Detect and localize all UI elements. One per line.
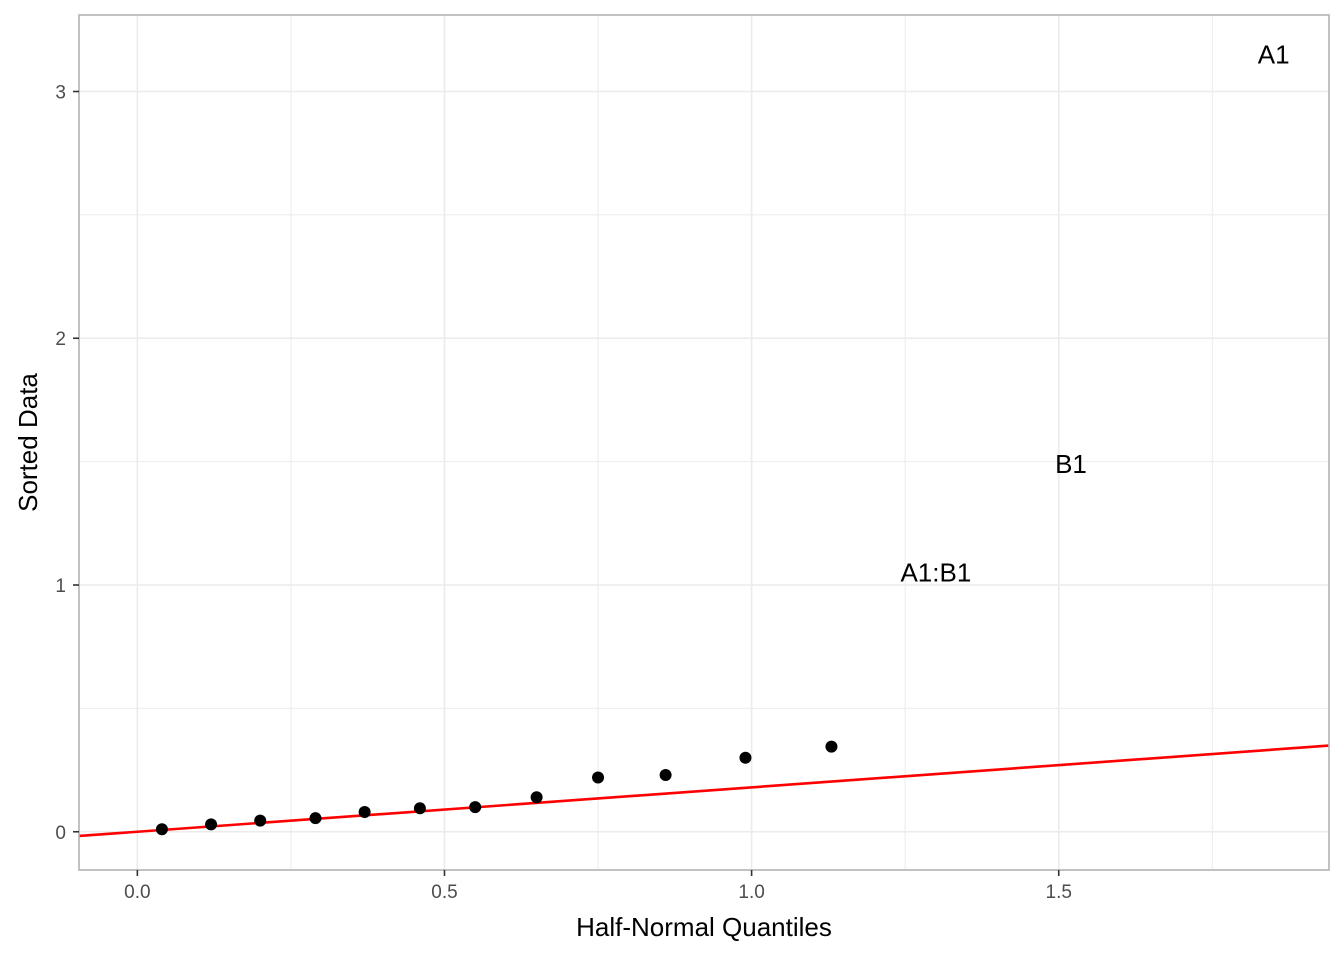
data-point	[155, 823, 168, 836]
reference-line-group	[78, 744, 1330, 838]
x-tick-label: 0.5	[431, 882, 457, 903]
data-point	[530, 791, 543, 804]
y-axis-title: Sorted Data	[13, 373, 43, 512]
point-label: A1:B1	[900, 558, 971, 588]
y-axis-tick-labels: 0 1 2 3	[55, 82, 66, 843]
point-label: A1	[1258, 39, 1290, 69]
minor-gridlines	[79, 15, 1329, 870]
data-points	[155, 740, 838, 836]
data-point	[254, 814, 267, 827]
data-point	[309, 812, 322, 825]
y-tick-label: 0	[55, 823, 66, 844]
x-tick-label: 0.0	[124, 882, 150, 903]
x-axis-title: Half-Normal Quantiles	[576, 912, 832, 942]
y-tick-label: 2	[55, 329, 66, 350]
reference-line	[78, 744, 1330, 838]
data-point	[825, 740, 838, 753]
data-point	[413, 802, 426, 815]
data-point	[739, 751, 752, 764]
data-point	[659, 769, 672, 781]
axis-ticks	[73, 90, 1060, 876]
major-gridlines	[79, 15, 1329, 870]
data-point	[205, 818, 218, 831]
point-labels: A1:B1 B1 A1	[900, 39, 1289, 587]
x-tick-label: 1.0	[738, 882, 764, 903]
data-point	[358, 806, 371, 819]
x-axis-tick-labels: 0.0 0.5 1.0 1.5	[124, 882, 1072, 903]
panel-border	[78, 14, 1330, 871]
data-point	[469, 801, 482, 814]
data-point	[592, 771, 605, 784]
point-label: B1	[1055, 449, 1087, 479]
x-tick-label: 1.5	[1046, 882, 1072, 903]
y-tick-label: 1	[55, 576, 66, 597]
y-tick-label: 3	[55, 82, 66, 103]
